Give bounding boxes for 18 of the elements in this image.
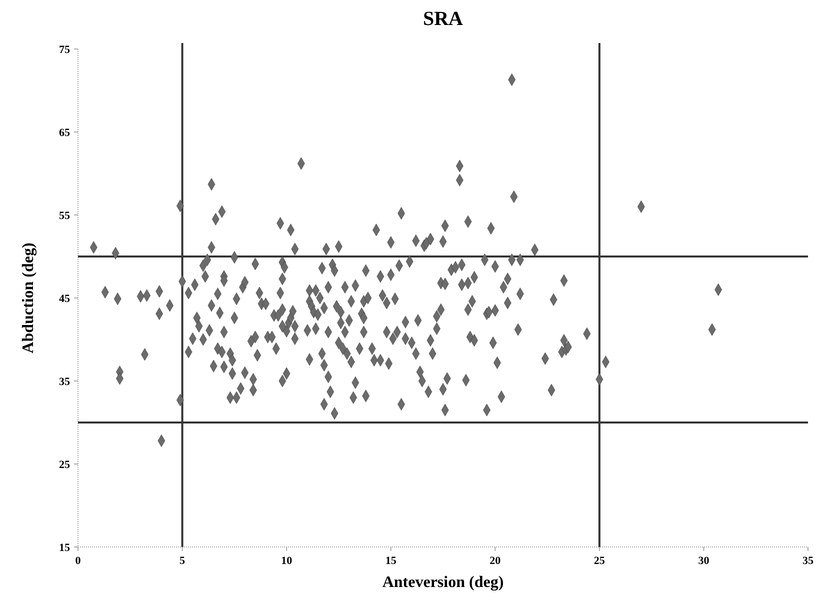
x-tick-label: 0 (75, 555, 82, 567)
y-tick-label: 75 (59, 44, 70, 56)
y-tick-label: 25 (59, 458, 70, 471)
y-tick-label: 15 (59, 542, 70, 554)
chart-title: SRA (422, 8, 464, 30)
x-tick-label: 5 (180, 555, 186, 567)
x-tick-label: 30 (698, 555, 710, 567)
x-tick-label: 35 (802, 555, 814, 567)
x-tick-label: 15 (385, 555, 397, 567)
x-tick-label: 20 (490, 555, 502, 567)
x-axis-title: Anteversion (deg) (382, 574, 504, 591)
y-axis-title: Abduction (deg) (20, 242, 37, 354)
y-tick-label: 45 (59, 292, 70, 305)
y-tick-label: 55 (59, 210, 70, 222)
y-tick-label: 35 (59, 376, 70, 388)
x-tick-label: 10 (281, 555, 293, 567)
y-tick-label: 65 (59, 126, 70, 139)
x-tick-label: 25 (594, 555, 606, 567)
